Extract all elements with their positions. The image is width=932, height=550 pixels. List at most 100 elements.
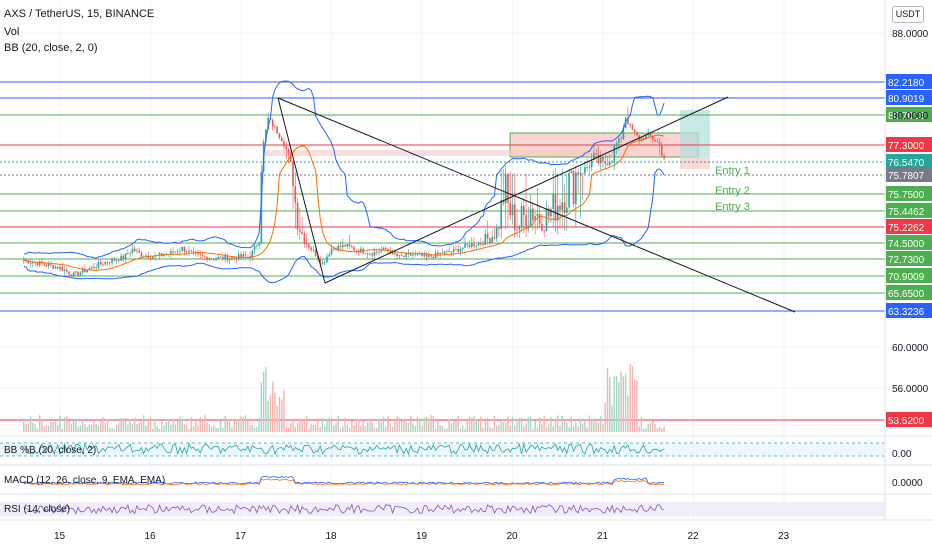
symbol-title: AXS / TetherUS, 15, BINANCE: [4, 8, 155, 20]
candle-body: [47, 263, 50, 267]
volume-bar: [283, 389, 285, 432]
volume-bar: [163, 425, 165, 432]
time-axis: 15 16 17 18 19 20 21 22 23: [54, 531, 790, 542]
volume-bar: [199, 417, 201, 432]
time-tick-label: 20: [507, 531, 519, 542]
volume-bar: [403, 419, 405, 432]
volume-bar: [260, 382, 263, 432]
price-label: 63.3236: [888, 307, 925, 318]
volume-bar: [543, 415, 545, 432]
volume-bar: [242, 416, 244, 432]
candle-body: [552, 194, 555, 209]
volume-bar: [597, 422, 600, 432]
volume-bar: [473, 415, 475, 432]
volume-bar: [75, 419, 77, 432]
volume-bar: [219, 420, 222, 432]
candle-body: [151, 256, 154, 259]
candle-body: [280, 137, 283, 142]
volume-bar: [595, 421, 597, 432]
bb-legend[interactable]: BB (20, close, 2, 0): [4, 42, 98, 54]
volume-bar: [579, 419, 582, 432]
price-label: 65.6500: [888, 289, 925, 300]
volume-bar: [43, 426, 45, 432]
candle-body: [61, 266, 64, 271]
currency-unit-button[interactable]: USDT: [892, 6, 924, 23]
volume-bar: [172, 419, 174, 432]
volume-bar: [170, 424, 172, 432]
candle-body: [529, 208, 532, 226]
bbpb-line: [23, 442, 665, 456]
candle-body: [577, 172, 579, 175]
volume-bar: [330, 417, 333, 432]
candle-body: [303, 233, 306, 244]
resistance-band: [265, 150, 615, 156]
volume-bar: [529, 416, 532, 432]
candle-body: [661, 144, 663, 156]
macd-pane-title[interactable]: MACD (12, 26, close, 9, EMA, EMA): [4, 475, 166, 486]
volume-bar: [158, 428, 161, 432]
volume-bar: [274, 392, 276, 432]
volume-bar: [505, 422, 507, 432]
candle-body: [507, 173, 509, 203]
candle-body: [588, 167, 591, 168]
candle-body: [321, 263, 324, 265]
volume-bar: [602, 424, 604, 432]
candle-body: [323, 262, 326, 264]
volume-legend[interactable]: Vol: [4, 26, 20, 38]
volume-bar: [437, 420, 439, 432]
target-zone: [680, 110, 710, 157]
volume-bar: [471, 417, 473, 432]
candle-body: [439, 253, 441, 255]
ascending-trendline: [324, 96, 729, 284]
volume-bar: [468, 416, 471, 432]
trend-lines: [277, 96, 796, 313]
candle-body: [572, 171, 575, 205]
volume-bar: [97, 425, 100, 432]
volume-bar: [484, 420, 487, 432]
price-label: 80.7013: [888, 111, 925, 122]
candle-body: [536, 213, 539, 217]
volume-bar: [364, 426, 367, 432]
volume-bar: [373, 427, 376, 432]
candle-body: [258, 242, 260, 246]
volume-bar: [38, 415, 41, 432]
candle-body: [425, 254, 428, 257]
volume-bar: [480, 416, 482, 432]
candle-body: [366, 253, 369, 255]
candle-body: [113, 258, 116, 261]
candle-body: [502, 199, 505, 204]
candle-body: [88, 268, 91, 270]
volume-bar: [147, 418, 149, 432]
candle-body: [68, 271, 70, 275]
candle-body: [185, 251, 188, 253]
volume-bar: [113, 428, 115, 432]
volume-bar: [405, 422, 407, 432]
volume-bar: [149, 417, 152, 432]
volume-bar: [145, 425, 147, 432]
candle-body: [568, 172, 570, 208]
volume-bar: [495, 426, 498, 432]
price-label: 76.5470: [888, 158, 925, 169]
candle-body: [470, 243, 473, 248]
price-label-bg: [886, 203, 932, 218]
candle-body: [190, 250, 193, 252]
candle-body: [283, 141, 285, 147]
candle-body: [213, 258, 215, 260]
volume-bar: [396, 415, 398, 432]
volume-bar: [590, 418, 593, 432]
bbpb-pane-title[interactable]: BB %B (20, close, 2): [4, 445, 97, 456]
volume-bar: [57, 424, 59, 432]
candle-body: [348, 244, 351, 247]
entry-label: Entry 3: [715, 201, 750, 213]
candle-body: [482, 244, 484, 245]
rsi-pane-title[interactable]: RSI (14, close): [4, 504, 71, 515]
candle-body: [102, 264, 104, 266]
candle-body: [545, 208, 548, 232]
price-label: 82.2180: [888, 78, 925, 89]
volume-bar: [645, 428, 647, 432]
horizontal-levels: [0, 81, 885, 421]
candle-body: [210, 258, 213, 260]
candle-body: [414, 254, 417, 255]
candle-body: [342, 244, 344, 247]
